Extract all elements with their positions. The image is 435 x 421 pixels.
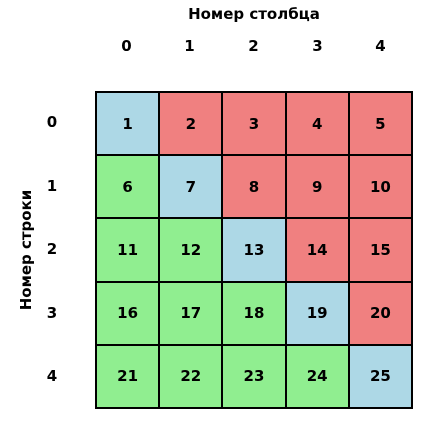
row-label: 2: [46, 240, 58, 258]
number-grid: 1 2 3 4 5 6 7 8 9 10 11 12 13 14 15 16 17 18 19 20 21 22 23 24 2…: [95, 91, 413, 409]
grid-cell: 6: [96, 155, 160, 219]
grid-cell: 10: [348, 155, 412, 219]
grid-cell: 19: [285, 281, 349, 345]
row-label: 1: [46, 177, 58, 195]
column-label: 3: [312, 37, 323, 55]
column-label: 0: [121, 37, 132, 55]
grid-cell: 25: [348, 344, 412, 408]
grid-cell: 13: [222, 218, 286, 282]
grid-cell: 12: [159, 218, 223, 282]
grid-cell: 18: [222, 281, 286, 345]
row-axis-title: Номер строки: [17, 189, 35, 311]
grid-cell: 21: [96, 344, 160, 408]
grid-cell: 3: [222, 92, 286, 156]
grid-cell: 4: [285, 92, 349, 156]
grid-cell: 20: [348, 281, 412, 345]
grid-cell: 1: [96, 92, 160, 156]
grid-cell: 22: [159, 344, 223, 408]
grid-cell: 16: [96, 281, 160, 345]
column-axis-title: Номер столбца: [188, 5, 320, 23]
grid-cell: 15: [348, 218, 412, 282]
row-label: 3: [46, 304, 58, 322]
grid-cell: 14: [285, 218, 349, 282]
grid-cell: 5: [348, 92, 412, 156]
row-label: 4: [46, 367, 58, 385]
grid-cell: 8: [222, 155, 286, 219]
column-label: 1: [184, 37, 195, 55]
grid-cell: 24: [285, 344, 349, 408]
grid-cell: 17: [159, 281, 223, 345]
grid-cell: 7: [159, 155, 223, 219]
column-label: 4: [375, 37, 386, 55]
grid-cell: 23: [222, 344, 286, 408]
grid-cell: 9: [285, 155, 349, 219]
grid-cell: 2: [159, 92, 223, 156]
row-label: 0: [46, 113, 58, 131]
column-label: 2: [248, 37, 259, 55]
grid-cell: 11: [96, 218, 160, 282]
